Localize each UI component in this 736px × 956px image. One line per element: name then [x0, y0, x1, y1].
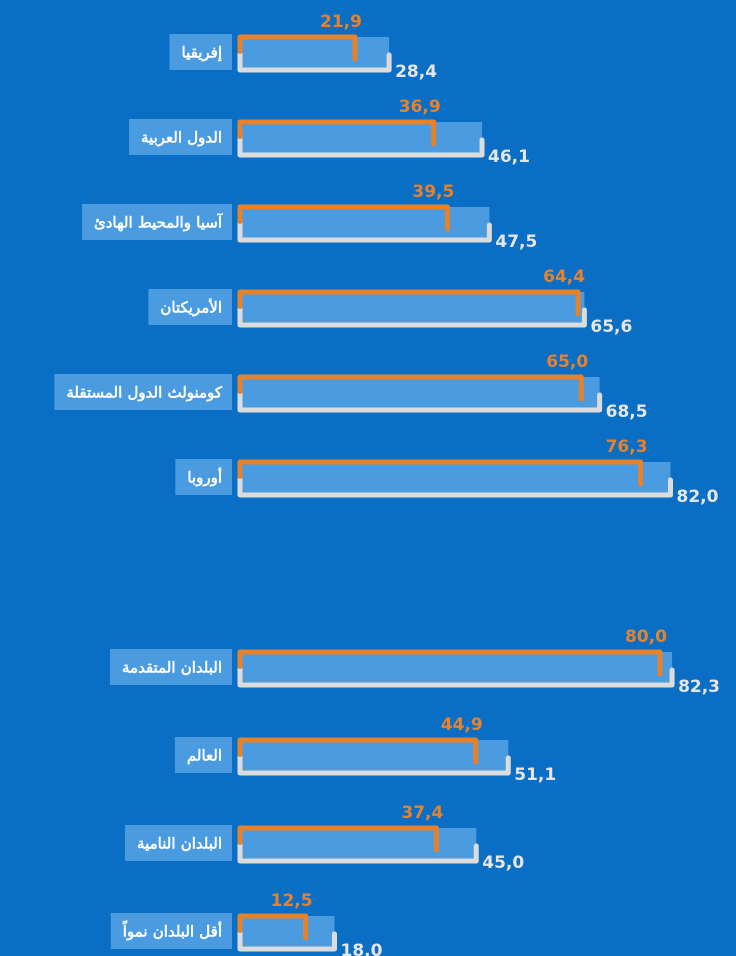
- category-box: [148, 289, 232, 325]
- value-label: 80,0: [625, 627, 667, 647]
- bar-fill: [240, 37, 390, 70]
- bar-fill: [240, 377, 600, 410]
- bar-outline: [237, 391, 603, 413]
- value-label: 47,5: [495, 232, 537, 252]
- category-label: آسيا والمحيط الهادئ: [94, 213, 224, 232]
- value-label: 82,3: [678, 677, 720, 697]
- value-label: 65,0: [546, 352, 588, 372]
- category-box: [54, 374, 232, 410]
- bar-outline: [237, 34, 358, 62]
- category-box: [129, 119, 232, 155]
- bar-outline: [237, 374, 584, 402]
- category-label: الأمريكتان: [160, 298, 222, 317]
- category-label: الدول العربية: [141, 129, 222, 147]
- value-label: 46,1: [488, 147, 530, 167]
- bar-outline: [237, 913, 309, 941]
- category-label: أوروبا: [187, 467, 222, 487]
- bar-outline: [237, 649, 663, 677]
- bar-outline: [237, 737, 479, 765]
- bar-outline: [237, 221, 492, 243]
- bar-outline: [237, 930, 337, 952]
- value-label: 21,9: [320, 12, 362, 32]
- bar-outline: [237, 289, 581, 317]
- bar-outline: [237, 666, 675, 688]
- value-label: 76,3: [606, 437, 648, 457]
- bar-outline: [237, 306, 587, 328]
- category-box: [81, 204, 232, 240]
- category-label: أقل البلدان نمواً: [122, 920, 222, 940]
- category-label: العالم: [187, 747, 222, 765]
- bar-outline: [237, 476, 673, 498]
- value-label: 44,9: [441, 715, 483, 735]
- value-label: 64,4: [543, 267, 585, 287]
- bar-fill: [240, 292, 585, 325]
- bar-outline: [237, 51, 392, 73]
- category-box: [175, 459, 232, 495]
- bar-fill: [240, 828, 477, 861]
- category-box: [169, 34, 232, 70]
- category-label: البلدان النامية: [137, 835, 222, 853]
- category-box: [174, 737, 232, 773]
- category-box: [110, 649, 232, 685]
- value-label: 12,5: [271, 891, 313, 911]
- bar-fill: [240, 740, 509, 773]
- bar-outline: [237, 825, 439, 853]
- bar-outline: [237, 459, 644, 487]
- value-label: 37,4: [401, 803, 443, 823]
- value-label: 18,0: [341, 941, 383, 956]
- bar-fill: [240, 916, 335, 949]
- value-label: 82,0: [677, 487, 719, 507]
- value-label: 36,9: [399, 97, 441, 117]
- bar-outline: [237, 204, 450, 232]
- category-label: إفريقيا: [182, 44, 222, 62]
- value-label: 68,5: [606, 402, 648, 422]
- value-label: 39,5: [412, 182, 454, 202]
- value-label: 28,4: [395, 62, 437, 82]
- bar-fill: [240, 462, 671, 495]
- bar-outline: [237, 754, 511, 776]
- value-label: 45,0: [482, 853, 524, 873]
- bar-fill: [240, 122, 483, 155]
- category-box: [125, 825, 232, 861]
- category-label: البلدان المتقدمة: [122, 659, 222, 677]
- bar-fill: [240, 207, 490, 240]
- category-label: كومنولث الدول المستقلة: [66, 384, 222, 402]
- bar-fill: [240, 652, 673, 685]
- category-box: [110, 913, 232, 949]
- value-label: 51,1: [514, 765, 556, 785]
- bar-outline: [237, 136, 485, 158]
- bar-outline: [237, 842, 479, 864]
- value-label: 65,6: [590, 317, 632, 337]
- bar-outline: [237, 119, 437, 147]
